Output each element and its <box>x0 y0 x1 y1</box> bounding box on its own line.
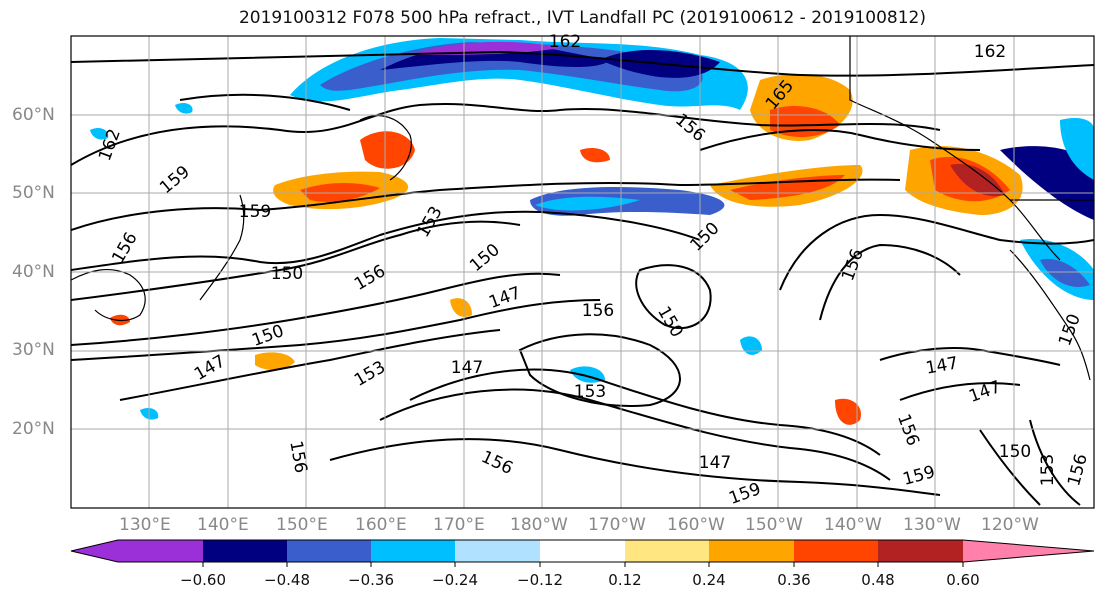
contour-label: 159 <box>239 202 271 222</box>
colorbar-segment <box>625 540 709 562</box>
colorbar-tick-label: 0.24 <box>692 571 726 589</box>
lon-label: 120°W <box>981 515 1039 535</box>
lon-label: 170°W <box>588 515 646 535</box>
lat-label: 40°N <box>12 262 55 282</box>
map-title: 2019100312 F078 500 hPa refract., IVT La… <box>238 8 926 28</box>
coastlines <box>71 36 1094 381</box>
colorbar-segment <box>878 540 963 562</box>
contour-label: 153 <box>1038 454 1058 486</box>
lat-label: 60°N <box>12 105 55 125</box>
colorbar-segment <box>709 540 794 562</box>
contour-label: 162 <box>974 42 1006 62</box>
colorbar-segment <box>455 540 540 562</box>
colorbar-tick-label: 0.48 <box>861 571 895 589</box>
lon-label: 130°W <box>903 515 961 535</box>
colorbar-segment <box>203 540 287 562</box>
gridlines <box>71 36 1094 508</box>
lon-label: 150°E <box>276 515 328 535</box>
contour-label: 150 <box>999 442 1031 462</box>
lat-label: 30°N <box>12 340 55 360</box>
colorbar-tick-label: −0.12 <box>517 571 563 589</box>
shaded-regions <box>90 38 1094 425</box>
colorbar-tick-label: −0.48 <box>264 571 310 589</box>
colorbar-extend-max <box>963 540 1094 562</box>
contour-label: 156 <box>582 301 614 321</box>
lat-label: 20°N <box>12 419 55 439</box>
lon-label: 180°W <box>510 515 568 535</box>
lon-label: 140°E <box>197 515 249 535</box>
contour-label: 153 <box>574 382 606 402</box>
lon-label: 160°W <box>667 515 725 535</box>
contour-lines <box>71 50 1094 506</box>
map-frame <box>70 35 1095 509</box>
colorbar-segment <box>287 540 371 562</box>
colorbar <box>70 539 1095 567</box>
colorbar-segment <box>794 540 878 562</box>
colorbar-tick-label: 0.12 <box>608 571 642 589</box>
colorbar-segment <box>118 540 203 562</box>
contour-label: 147 <box>451 358 483 378</box>
colorbar-outline <box>70 539 1095 563</box>
colorbar-tick-label: −0.36 <box>348 571 394 589</box>
colorbar-segment <box>371 540 455 562</box>
colorbar-tick-label: −0.60 <box>180 571 226 589</box>
lon-label: 170°E <box>433 515 485 535</box>
lon-label: 150°W <box>745 515 803 535</box>
colorbar-tick-label: 0.36 <box>777 571 811 589</box>
colorbar-segment <box>540 540 625 562</box>
lon-label: 160°E <box>355 515 407 535</box>
colorbar-tick-label: 0.60 <box>946 571 980 589</box>
lon-label: 130°E <box>119 515 171 535</box>
contour-label: 162 <box>549 32 581 52</box>
contour-label: 150 <box>271 264 303 284</box>
contour-label: 147 <box>699 453 731 473</box>
colorbar-extend-min <box>71 540 118 562</box>
lat-label: 50°N <box>12 183 55 203</box>
lon-label: 140°W <box>824 515 882 535</box>
colorbar-tick-label: −0.24 <box>432 571 478 589</box>
